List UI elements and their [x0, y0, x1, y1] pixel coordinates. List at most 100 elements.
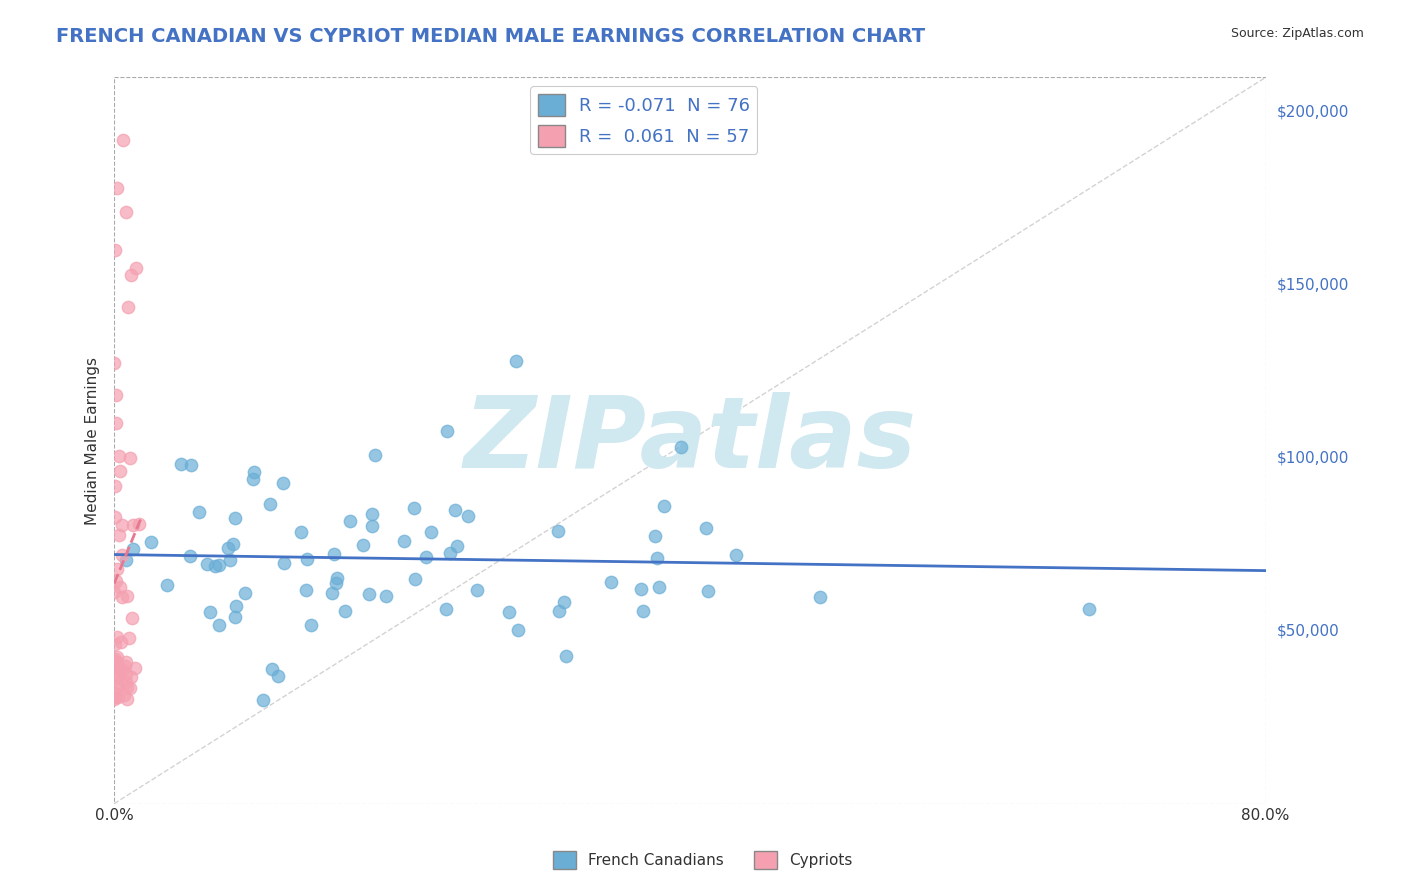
Point: [222, 537, 245, 551]
Point: [104, 388, 127, 402]
Point: [128, 517, 150, 532]
Point: [115, 589, 138, 603]
Point: [548, 604, 571, 618]
Point: [111, 133, 134, 147]
Point: [104, 671, 127, 685]
Point: [111, 591, 134, 605]
Point: [117, 300, 139, 314]
Point: [361, 518, 384, 533]
Point: [554, 649, 576, 664]
Point: [219, 553, 242, 567]
Point: [444, 503, 467, 517]
Point: [352, 538, 374, 552]
Point: [225, 599, 247, 614]
Point: [259, 498, 281, 512]
Point: [652, 499, 675, 513]
Point: [103, 355, 125, 369]
Legend: R = -0.071  N = 76, R =  0.061  N = 57: R = -0.071 N = 76, R = 0.061 N = 57: [530, 87, 758, 154]
Point: [104, 244, 127, 258]
Point: [204, 559, 226, 574]
Point: [436, 425, 458, 439]
Point: [644, 529, 666, 543]
Point: [208, 618, 231, 632]
Point: [630, 582, 652, 597]
Point: [115, 655, 138, 669]
Point: [110, 635, 132, 649]
Point: [114, 659, 136, 673]
Point: [323, 547, 346, 561]
Point: [374, 589, 396, 603]
Point: [105, 562, 128, 576]
Point: [121, 518, 143, 533]
Point: [104, 636, 127, 650]
Point: [233, 586, 256, 600]
Point: [505, 354, 527, 368]
Point: [631, 604, 654, 618]
Point: [224, 511, 246, 525]
Point: [110, 663, 132, 677]
Text: $50,000: $50,000: [1277, 624, 1340, 638]
Point: [104, 690, 127, 704]
Point: [107, 630, 129, 644]
Point: [326, 570, 349, 584]
Point: [107, 668, 129, 682]
Legend: French Canadians, Cypriots: French Canadians, Cypriots: [547, 845, 859, 875]
Point: [695, 521, 717, 535]
Point: [110, 464, 132, 478]
Point: [124, 661, 146, 675]
Point: [180, 458, 202, 472]
Point: [321, 586, 343, 600]
Point: [104, 656, 127, 670]
Point: [114, 553, 136, 567]
Point: [671, 440, 693, 454]
Point: [107, 676, 129, 690]
Point: [290, 524, 312, 539]
Point: [271, 476, 294, 491]
Point: [217, 541, 239, 555]
Point: [295, 552, 318, 566]
Point: [457, 509, 479, 524]
Point: [112, 688, 135, 702]
Point: [115, 666, 138, 681]
Point: [179, 549, 201, 564]
Point: [103, 654, 125, 668]
Point: [111, 518, 134, 533]
Point: [115, 681, 138, 695]
Point: [104, 574, 127, 589]
Point: [125, 260, 148, 275]
Point: [724, 548, 747, 562]
Text: ZIPatlas: ZIPatlas: [464, 392, 917, 489]
Point: [434, 602, 457, 616]
Point: [465, 582, 488, 597]
Point: [333, 604, 356, 618]
Text: $200,000: $200,000: [1277, 104, 1350, 120]
Point: [170, 458, 193, 472]
Point: [120, 450, 142, 465]
Point: [360, 508, 382, 522]
Text: FRENCH CANADIAN VS CYPRIOT MEDIAN MALE EARNINGS CORRELATION CHART: FRENCH CANADIAN VS CYPRIOT MEDIAN MALE E…: [56, 27, 925, 45]
Point: [364, 448, 387, 462]
Point: [262, 662, 284, 676]
Point: [115, 691, 138, 706]
Point: [252, 693, 274, 707]
Point: [446, 539, 468, 553]
Text: $150,000: $150,000: [1277, 277, 1350, 293]
Point: [118, 681, 141, 695]
Point: [439, 546, 461, 560]
Point: [103, 585, 125, 599]
Text: $100,000: $100,000: [1277, 450, 1350, 466]
Point: [104, 479, 127, 493]
Point: [198, 605, 221, 619]
Point: [108, 449, 131, 463]
Point: [295, 582, 318, 597]
Point: [547, 524, 569, 538]
Point: [108, 528, 131, 542]
Point: [195, 557, 218, 571]
Point: [105, 680, 128, 694]
Point: [103, 691, 125, 706]
Point: [104, 651, 127, 665]
Point: [273, 556, 295, 570]
Point: [299, 617, 322, 632]
Point: [242, 471, 264, 485]
Point: [107, 690, 129, 705]
